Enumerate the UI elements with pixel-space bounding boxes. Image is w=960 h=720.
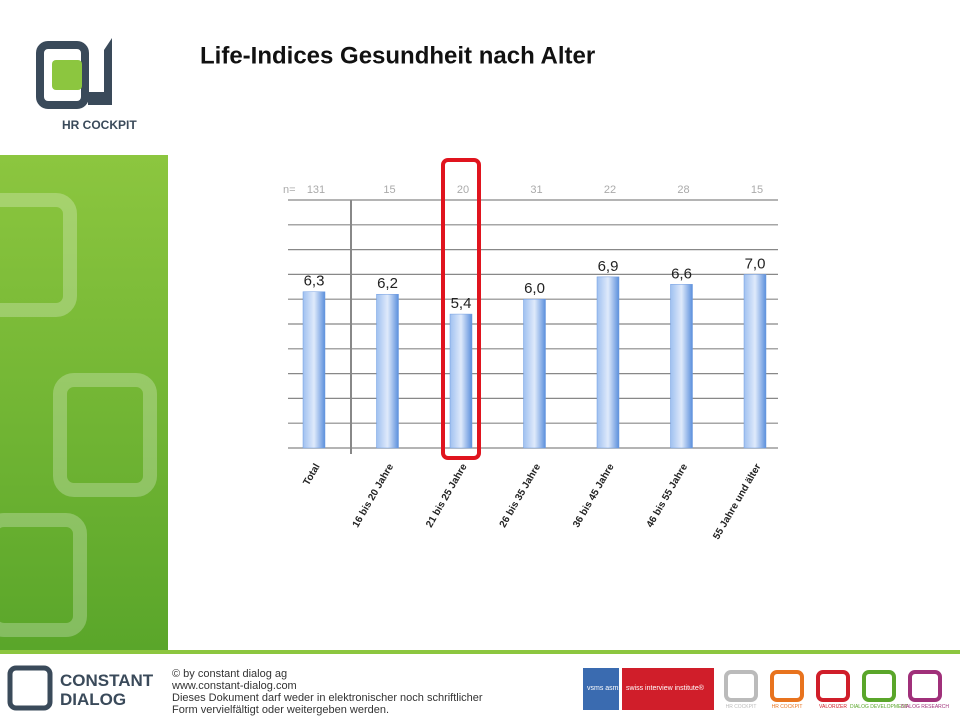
products: HR COCKPIT HR COCKPIT VALORIZER DIALOG DEVE… — [724, 670, 949, 710]
footer-line: Form vervielfältigt oder weitergeben wer… — [172, 704, 389, 716]
value-label: 6,3 — [304, 273, 325, 290]
footer-line: © by constant dialog ag — [172, 668, 287, 680]
value-label: 6,2 — [377, 275, 398, 292]
product-name: VALORIZER — [819, 704, 847, 710]
footer: CONSTANT DIALOG © by constant dialog ag … — [7, 665, 714, 716]
footer-logo — [7, 665, 53, 711]
n-value: 20 — [457, 184, 469, 196]
badge-text: swiss interview institute® — [626, 684, 705, 692]
bar — [596, 276, 620, 449]
highlight — [441, 158, 481, 460]
bar — [743, 274, 767, 449]
bar — [670, 284, 693, 449]
product-logo — [770, 670, 804, 702]
value-label: 6,9 — [598, 258, 619, 275]
logo: HR COCKPIT — [36, 38, 137, 132]
footer-line: Dieses Dokument darf weder in elektronis… — [172, 692, 483, 704]
bar — [449, 313, 473, 449]
bar — [376, 293, 399, 449]
n-value: 131 — [307, 184, 325, 196]
n-value: 15 — [751, 184, 763, 196]
n-value: 22 — [604, 184, 616, 196]
logo-text: HR COCKPIT — [62, 118, 137, 132]
value-label: 6,6 — [671, 265, 692, 282]
value-label: 6,0 — [524, 280, 545, 297]
badge-text: vsms asms — [587, 685, 623, 692]
value-label: 7,0 — [745, 255, 766, 272]
brand: CONSTANT — [60, 671, 154, 690]
product-logo — [862, 670, 896, 702]
badge — [622, 668, 714, 710]
product-name: HR COCKPIT — [726, 704, 757, 710]
n-value: 31 — [530, 184, 542, 196]
product-logo — [816, 670, 850, 702]
n-value: 15 — [383, 184, 395, 196]
bar — [302, 291, 326, 449]
value-label: 5,4 — [451, 295, 472, 312]
sidebar-pattern — [0, 193, 157, 637]
product-logo — [908, 670, 942, 702]
product-logo — [724, 670, 758, 702]
product-name: HR COCKPIT — [772, 704, 803, 710]
product-name: DIALOG DEVELOPMENT — [850, 704, 908, 710]
badge — [583, 668, 619, 710]
footer-line: www.constant-dialog.com — [171, 680, 297, 692]
bar — [523, 298, 546, 449]
footer-rule — [0, 650, 960, 654]
title: Life-Indices Gesundheit nach Alter — [200, 42, 595, 69]
brand: DIALOG — [60, 690, 126, 709]
product-name: DIALOG RESEARCH — [901, 704, 949, 710]
n-value: 28 — [677, 184, 689, 196]
n-label: n= — [283, 184, 296, 196]
sidebar — [0, 155, 168, 650]
